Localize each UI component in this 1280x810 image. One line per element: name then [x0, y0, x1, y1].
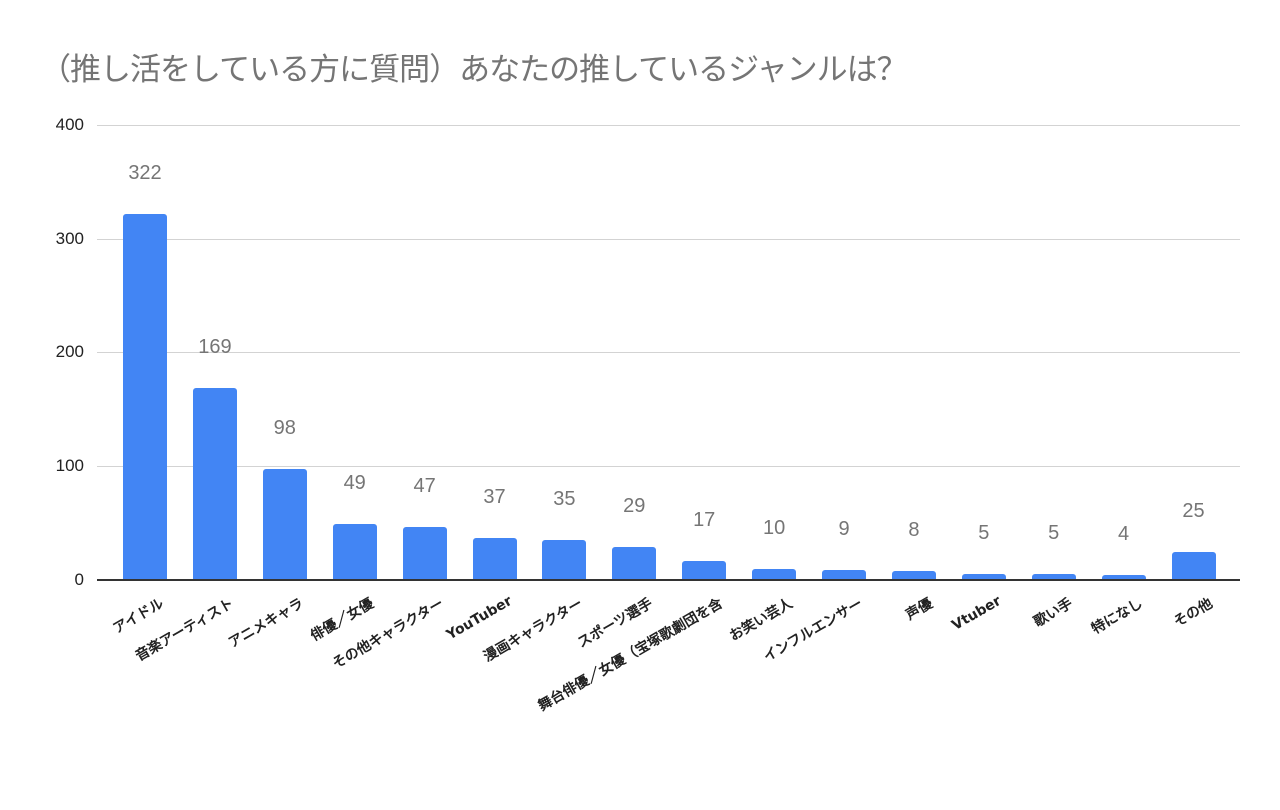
bar-value-label: 169	[198, 335, 232, 358]
bar-value-label: 5	[978, 522, 990, 545]
bar-chart-plot-area: 0 100 200 300 400 322 アイドル 169 音楽アーティスト 98 アニ…	[55, 115, 1240, 714]
bar[interactable]	[332, 524, 377, 580]
bar[interactable]	[752, 568, 797, 580]
gridline-400	[97, 125, 1240, 126]
bar[interactable]	[192, 387, 237, 580]
bar[interactable]	[402, 526, 447, 580]
bar[interactable]	[612, 547, 657, 580]
chart-title: （推し活をしている方に質問）あなたの推しているジャンルは？	[40, 52, 908, 88]
y-tick-100: 100	[55, 456, 84, 475]
bar-value-label: 49	[343, 472, 366, 495]
bar-value-label: 10	[762, 516, 786, 539]
bar-value-label: 37	[483, 485, 506, 508]
bar[interactable]	[472, 537, 517, 580]
bar[interactable]	[822, 569, 866, 580]
bar[interactable]	[1171, 551, 1216, 580]
bar[interactable]	[682, 560, 727, 580]
bar-value-label: 17	[693, 508, 716, 531]
y-tick-0: 0	[74, 570, 84, 589]
gridline-300	[97, 239, 1240, 240]
bar[interactable]	[891, 570, 936, 580]
y-tick-300: 300	[55, 229, 84, 248]
y-tick-200: 200	[55, 342, 84, 361]
bar[interactable]	[961, 574, 1006, 580]
bar-value-label: 9	[838, 517, 850, 540]
gridline-200	[97, 352, 1240, 353]
bar-value-label: 8	[908, 518, 920, 541]
bar-value-label: 322	[128, 161, 162, 184]
gridline-100	[97, 466, 1240, 467]
bar-value-label: 29	[623, 495, 646, 517]
bar-value-label: 35	[553, 488, 576, 511]
bar[interactable]	[262, 468, 307, 580]
bar-value-label: 98	[273, 416, 296, 439]
y-tick-400: 400	[55, 115, 84, 134]
bar-value-label: 4	[1118, 523, 1130, 546]
bar[interactable]	[1101, 575, 1146, 580]
bar[interactable]	[542, 540, 587, 580]
x-axis-baseline	[97, 579, 1240, 581]
bar-value-label: 47	[413, 474, 436, 497]
bar[interactable]	[1031, 574, 1076, 580]
bar-value-label: 5	[1048, 522, 1060, 545]
bar[interactable]	[123, 213, 167, 580]
bar-value-label: 25	[1182, 499, 1205, 522]
